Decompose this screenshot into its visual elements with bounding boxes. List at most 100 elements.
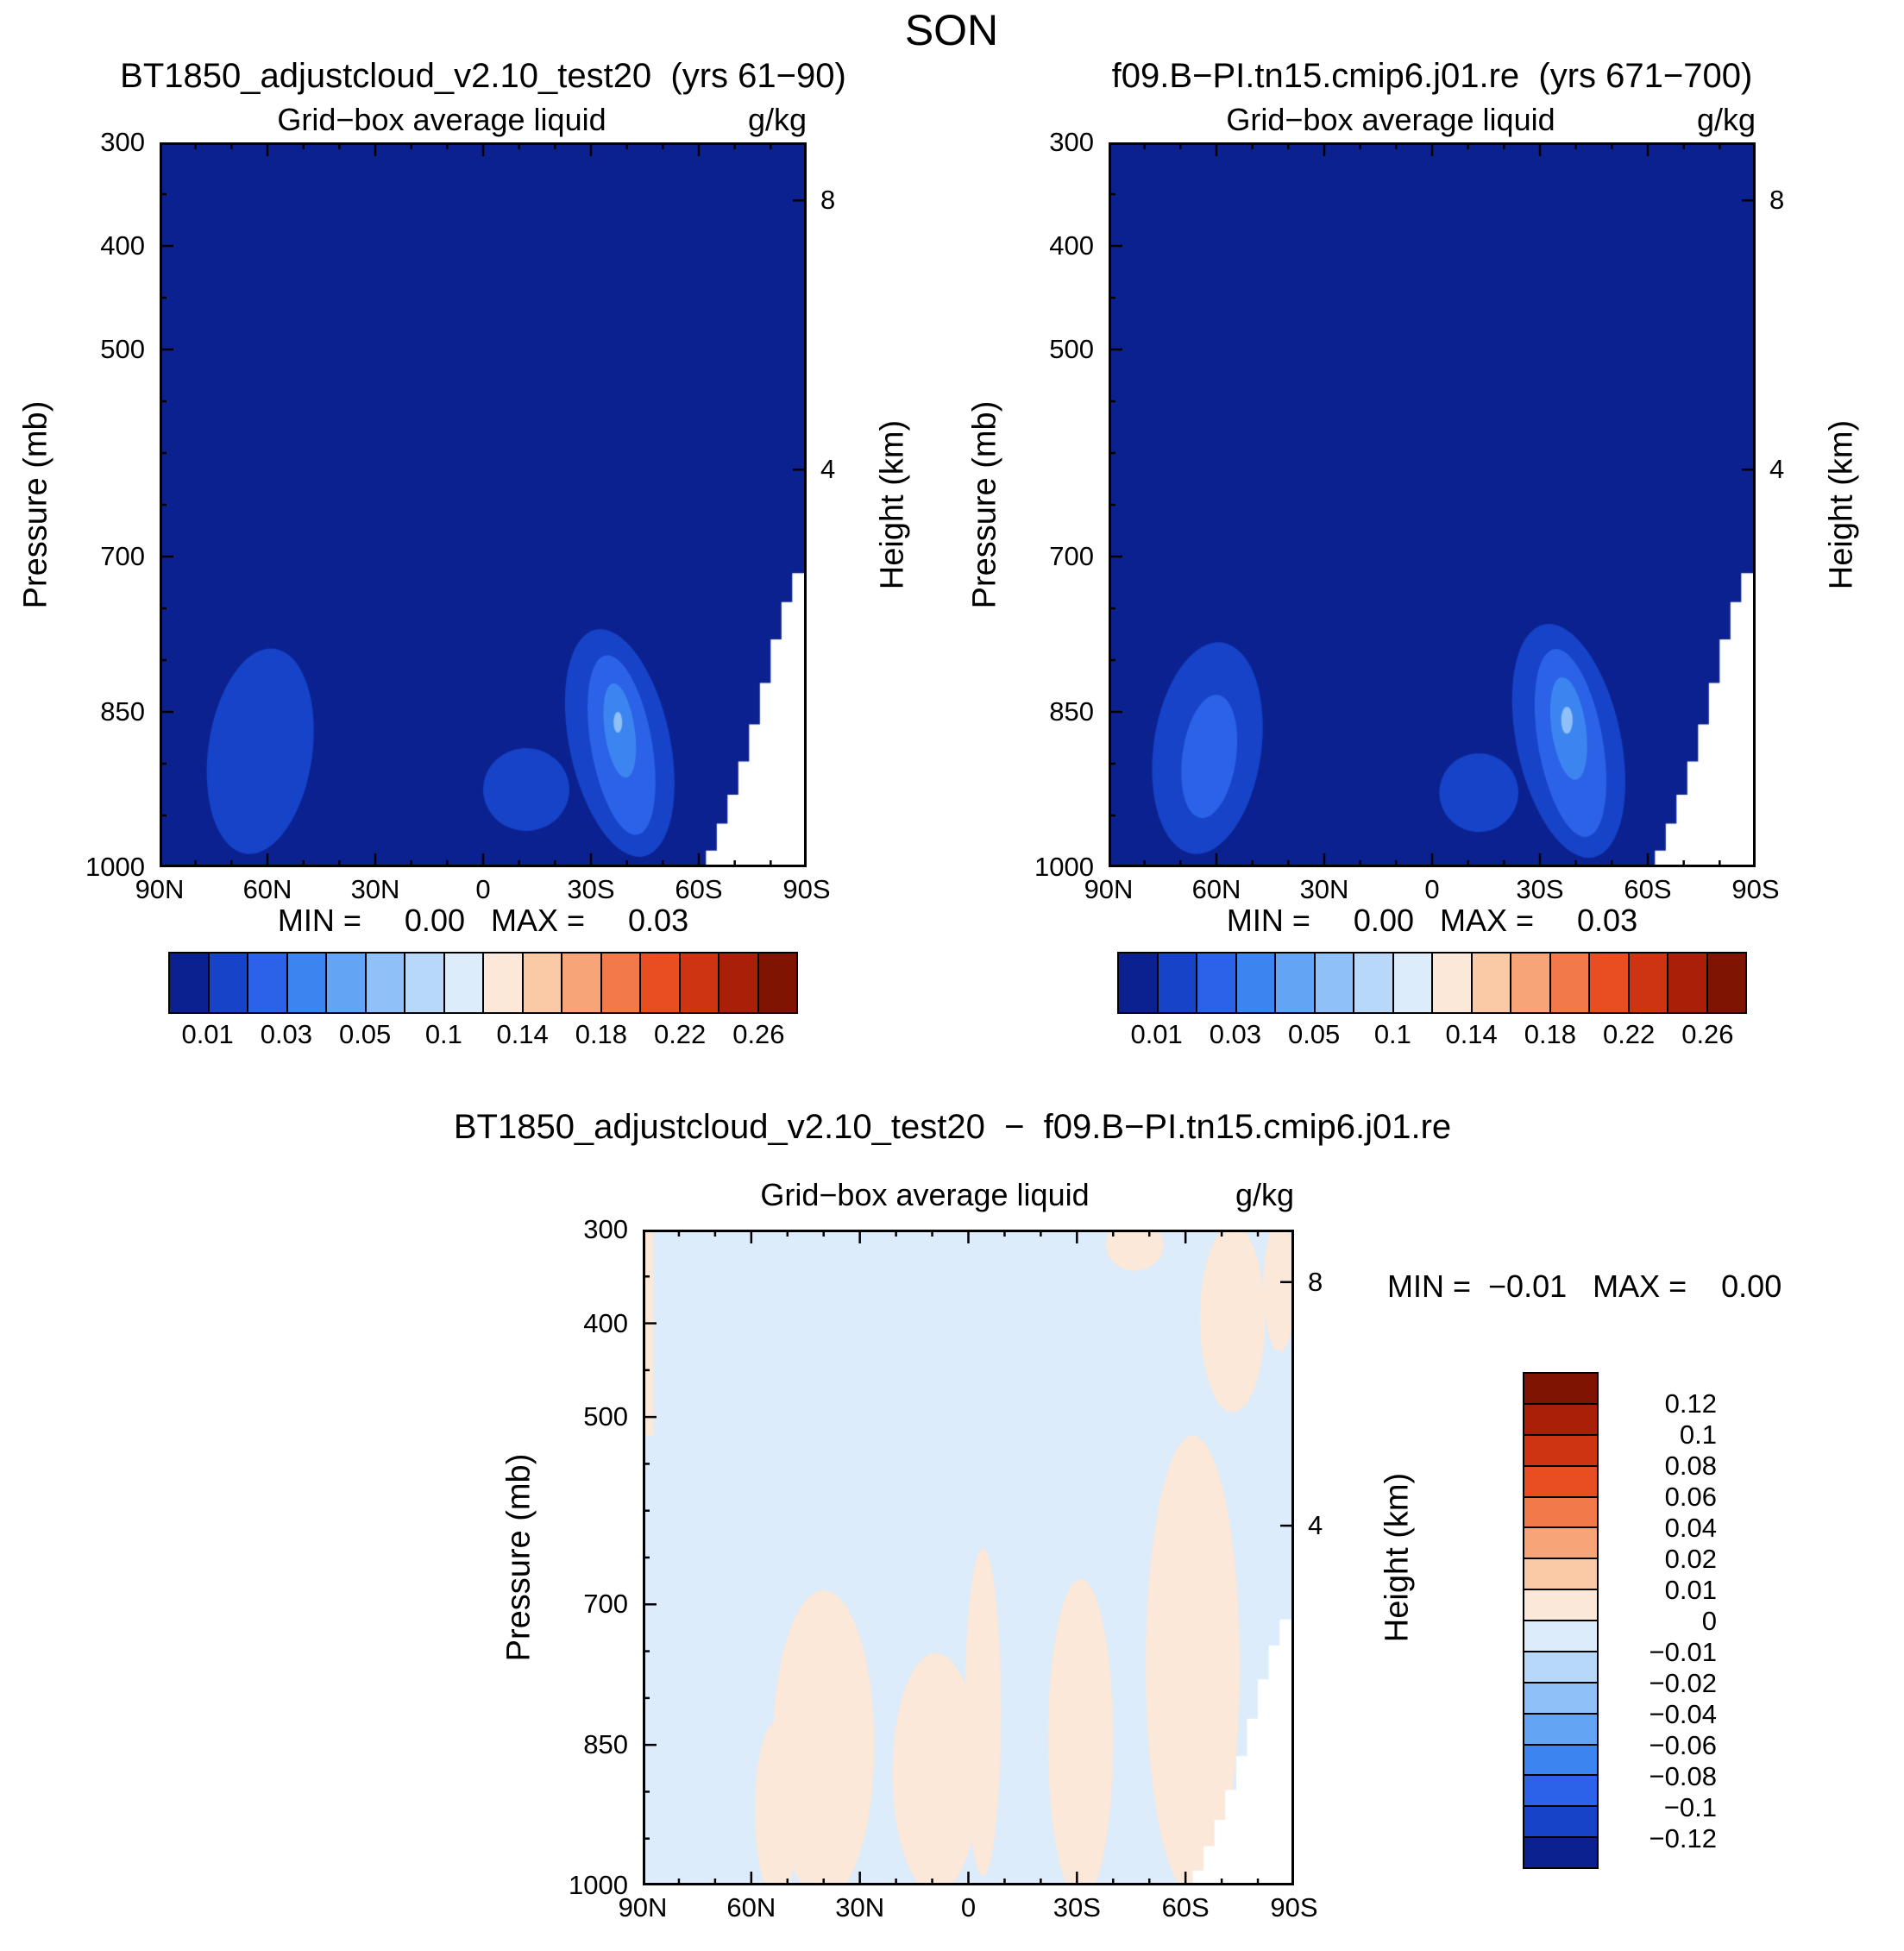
case1-colorbar-cell [443,953,482,1012]
case1-pressure-tick-label: 850 [100,696,145,727]
case2-colorbar-cell [1706,953,1745,1012]
diff-pressure-axis-label: Pressure (mb) [500,1453,537,1662]
case1-colorbar-tick-label: 0.14 [496,1019,549,1049]
diff-colorbar-tick-label: 0.06 [1664,1482,1717,1512]
diff-colorbar-cell [1524,1712,1597,1744]
case2-colorbar-cell [1392,953,1431,1012]
case1-colorbar-cell [364,953,404,1012]
case1-colorbar-cell [678,953,718,1012]
diff-latitude-tick-label: 30S [1053,1892,1101,1923]
diff-pressure-tick-label: 1000 [569,1870,628,1900]
case1-colorbar [168,952,798,1014]
case2-pressure-tick-label: 300 [1049,127,1094,157]
case1-colorbar-tick-label: 0.1 [424,1019,462,1049]
case2-dataset-title: f09.B−PI.tn15.cmip6.j01.re (yrs 671−700) [1111,57,1753,95]
diff-colorbar-cell [1524,1743,1597,1775]
diff-colorbar-cell [1524,1374,1597,1403]
case1-colorbar-cell [325,953,365,1012]
case1-dataset-title: BT1850_adjustcloud_v2.10_test20 (yrs 61−… [120,57,846,95]
case2-colorbar-tick-label: 0.26 [1681,1019,1734,1049]
case2-field-title: Grid−box average liquid [1226,102,1555,137]
season-title: SON [904,6,999,54]
diff-colorbar-tick-label: −0.04 [1649,1699,1717,1729]
case1-colorbar-tick-label: 0.01 [181,1019,234,1049]
case2-colorbar-cell [1549,953,1588,1012]
diff-colorbar-cell [1524,1805,1597,1837]
diff-latitude-tick-label: 90S [1270,1892,1318,1923]
diff-colorbar-cell [1524,1681,1597,1713]
case2-colorbar-tick-label: 0.05 [1287,1019,1341,1049]
case2-latitude-tick-label: 0 [1424,874,1440,904]
case1-latitude-tick-label: 0 [475,874,491,904]
case1-pressure-axis-label: Pressure (mb) [17,400,54,609]
diff-colorbar-tick-label: 0.01 [1664,1575,1717,1605]
diff-height-axis-label: Height (km) [1379,1472,1416,1643]
case2-colorbar-cell [1119,953,1157,1012]
diff-colorbar-tick-label: −0.1 [1663,1792,1717,1822]
diff-units-label: g/kg [1235,1177,1294,1212]
diff-colorbar-cell [1524,1589,1597,1620]
case1-pressure-tick-label: 700 [100,541,145,571]
case2-height-axis-label: Height (km) [1823,419,1860,590]
case1-latitude-tick-label: 90S [782,874,831,904]
case1-contour-field [160,142,807,867]
case1-colorbar-cell [286,953,325,1012]
case2-latitude-tick-label: 90N [1084,874,1134,904]
case2-colorbar-cell [1588,953,1628,1012]
case2-colorbar [1117,952,1747,1014]
case1-minmax-readout: MIN = 0.00 MAX = 0.03 [277,903,689,938]
diff-field-title: Grid−box average liquid [760,1177,1090,1212]
case2-colorbar-cell [1470,953,1510,1012]
case2-colorbar-cell [1353,953,1392,1012]
diff-minmax-readout: MIN = −0.01 MAX = 0.00 [1387,1268,1782,1304]
case2-pressure-tick-label: 400 [1049,230,1094,261]
diff-colorbar-tick-label: −0.06 [1649,1730,1717,1760]
case1-colorbar-cell [170,953,208,1012]
diff-colorbar-cell [1524,1402,1597,1434]
diff-colorbar-cell [1524,1464,1597,1496]
diff-pressure-tick-label: 300 [583,1214,628,1244]
case2-height-tick-label: 8 [1769,185,1785,216]
case1-pressure-tick-label: 500 [100,334,145,364]
case2-pressure-tick-label: 1000 [1034,852,1094,882]
case2-latitude-tick-label: 60N [1191,874,1241,904]
diff-height-tick-label: 8 [1308,1266,1323,1297]
diff-colorbar-tick-label: 0.1 [1679,1419,1717,1450]
case2-colorbar-cell [1627,953,1667,1012]
diff-colorbar-tick-label: −0.01 [1649,1637,1717,1667]
diff-latitude-tick-label: 90N [618,1892,668,1923]
case1-height-tick-label: 8 [820,185,836,216]
diff-height-tick-label: 4 [1308,1510,1323,1541]
case1-colorbar-cell [247,953,286,1012]
diff-colorbar-tick-label: 0.02 [1664,1544,1717,1574]
case1-height-tick-label: 4 [820,454,836,485]
case2-colorbar-cell [1431,953,1471,1012]
case2-colorbar-tick-label: 0.18 [1524,1019,1577,1049]
case2-colorbar-cell [1667,953,1706,1012]
case2-minmax-readout: MIN = 0.00 MAX = 0.03 [1226,903,1638,938]
diff-pressure-tick-label: 500 [583,1401,628,1432]
case1-colorbar-cell [482,953,522,1012]
diff-colorbar-tick-label: 0.08 [1664,1451,1717,1481]
case2-colorbar-tick-label: 0.14 [1445,1019,1498,1049]
diff-colorbar-tick-label: 0 [1701,1606,1717,1636]
case1-axes [160,142,807,867]
case1-colorbar-cell [639,953,679,1012]
case1-units-label: g/kg [747,102,807,137]
case2-axes [1109,142,1756,867]
diff-colorbar-cell [1524,1650,1597,1682]
case1-colorbar-cell [561,953,600,1012]
case2-colorbar-tick-label: 0.1 [1373,1019,1411,1049]
diff-pressure-tick-label: 850 [583,1729,628,1760]
case1-colorbar-tick-label: 0.03 [260,1019,313,1049]
case1-field-title: Grid−box average liquid [277,102,606,137]
case1-colorbar-cell [718,953,757,1012]
diff-axes [643,1230,1294,1885]
case1-pressure-tick-label: 400 [100,230,145,261]
diff-dataset-title: BT1850_adjustcloud_v2.10_test20 − f09.B−… [453,1108,1452,1146]
case2-colorbar-cell [1510,953,1549,1012]
case2-latitude-tick-label: 60S [1624,874,1672,904]
case1-pressure-tick-label: 1000 [85,852,145,882]
case2-pressure-tick-label: 850 [1049,696,1094,727]
